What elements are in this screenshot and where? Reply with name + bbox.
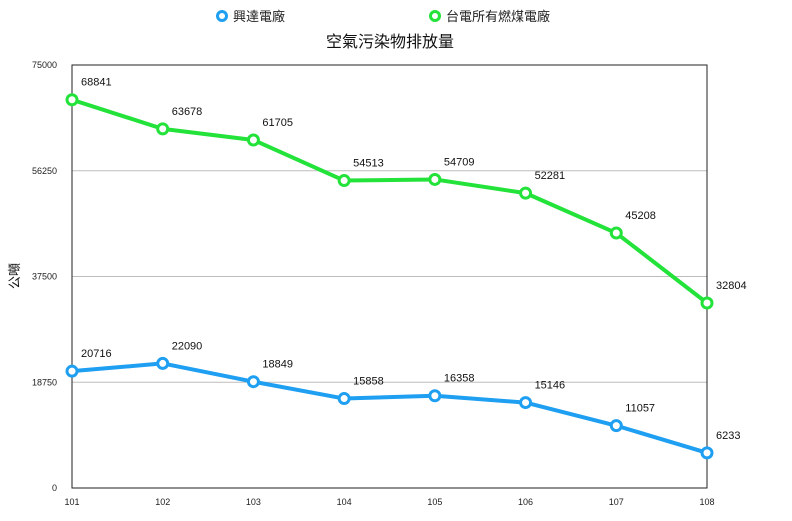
- data-label: 6233: [716, 430, 740, 442]
- data-label: 11057: [625, 403, 655, 415]
- data-point: [156, 122, 170, 136]
- legend-item: 台電所有燃煤電廠: [429, 9, 550, 25]
- data-label: 54709: [444, 156, 475, 168]
- x-tick-label: 107: [609, 497, 624, 507]
- y-tick-label: 37500: [32, 272, 57, 282]
- y-axis-label: 公噸: [8, 263, 23, 289]
- data-label: 68841: [81, 77, 112, 89]
- legend-label: 興達電廠: [233, 9, 285, 25]
- data-label: 63678: [172, 106, 203, 118]
- data-label: 18849: [262, 359, 293, 371]
- legend-marker: [429, 10, 441, 22]
- data-point: [156, 356, 170, 370]
- x-tick-label: 101: [64, 497, 79, 507]
- x-tick-label: 106: [518, 497, 533, 507]
- series-line: [71, 361, 708, 455]
- legend-label: 台電所有燃煤電廠: [446, 9, 550, 25]
- data-point: [428, 172, 442, 186]
- x-tick-label: 102: [155, 497, 170, 507]
- data-point: [65, 364, 79, 378]
- y-tick-label: 18750: [32, 377, 57, 387]
- data-label: 45208: [625, 210, 656, 222]
- y-axis-ticks: 0 18750 37500 56250 75000: [32, 60, 57, 493]
- x-tick-label: 108: [699, 497, 714, 507]
- legend: 興達電廠 台電所有燃煤電廠: [216, 9, 550, 25]
- data-label: 15858: [353, 376, 384, 388]
- data-label: 32804: [716, 280, 747, 292]
- data-point: [519, 186, 533, 200]
- data-point: [246, 375, 260, 389]
- x-tick-label: 103: [246, 497, 261, 507]
- y-tick-label: 0: [52, 483, 57, 493]
- legend-item: 興達電廠: [216, 9, 285, 25]
- x-tick-label: 105: [427, 497, 442, 507]
- data-label: 15146: [535, 380, 566, 392]
- data-point: [609, 419, 623, 433]
- data-label: 22090: [172, 340, 203, 352]
- data-label: 54513: [353, 158, 384, 170]
- plot-frame: [71, 64, 708, 489]
- data-label: 20716: [81, 348, 112, 360]
- chart-title: 空氣污染物排放量: [326, 32, 454, 51]
- series-1: 68841 63678 61705 54513 54709 52281 45208 32804: [65, 77, 747, 310]
- data-label: 61705: [262, 117, 293, 129]
- data-label: 16358: [444, 373, 475, 385]
- y-tick-label: 56250: [32, 166, 57, 176]
- x-axis-ticks: 101 102 103 104 105 106 107 108: [64, 497, 714, 507]
- x-tick-label: 104: [337, 497, 352, 507]
- data-point: [337, 392, 351, 406]
- data-point: [519, 396, 533, 410]
- data-point: [246, 133, 260, 147]
- data-point: [700, 446, 714, 460]
- data-point: [609, 226, 623, 240]
- data-point: [337, 174, 351, 188]
- data-point: [65, 93, 79, 107]
- y-tick-label: 75000: [32, 60, 57, 70]
- data-point: [700, 296, 714, 310]
- series-line: [71, 97, 709, 305]
- grid: [72, 170, 707, 383]
- series-layer: 20716 22090 18849 15858 16358 15146 11057 6233 6…: [65, 77, 747, 460]
- legend-marker: [216, 10, 228, 22]
- series-0: 20716 22090 18849 15858 16358 15146 11057 6233: [65, 340, 740, 460]
- data-label: 52281: [535, 170, 566, 182]
- data-point: [428, 389, 442, 403]
